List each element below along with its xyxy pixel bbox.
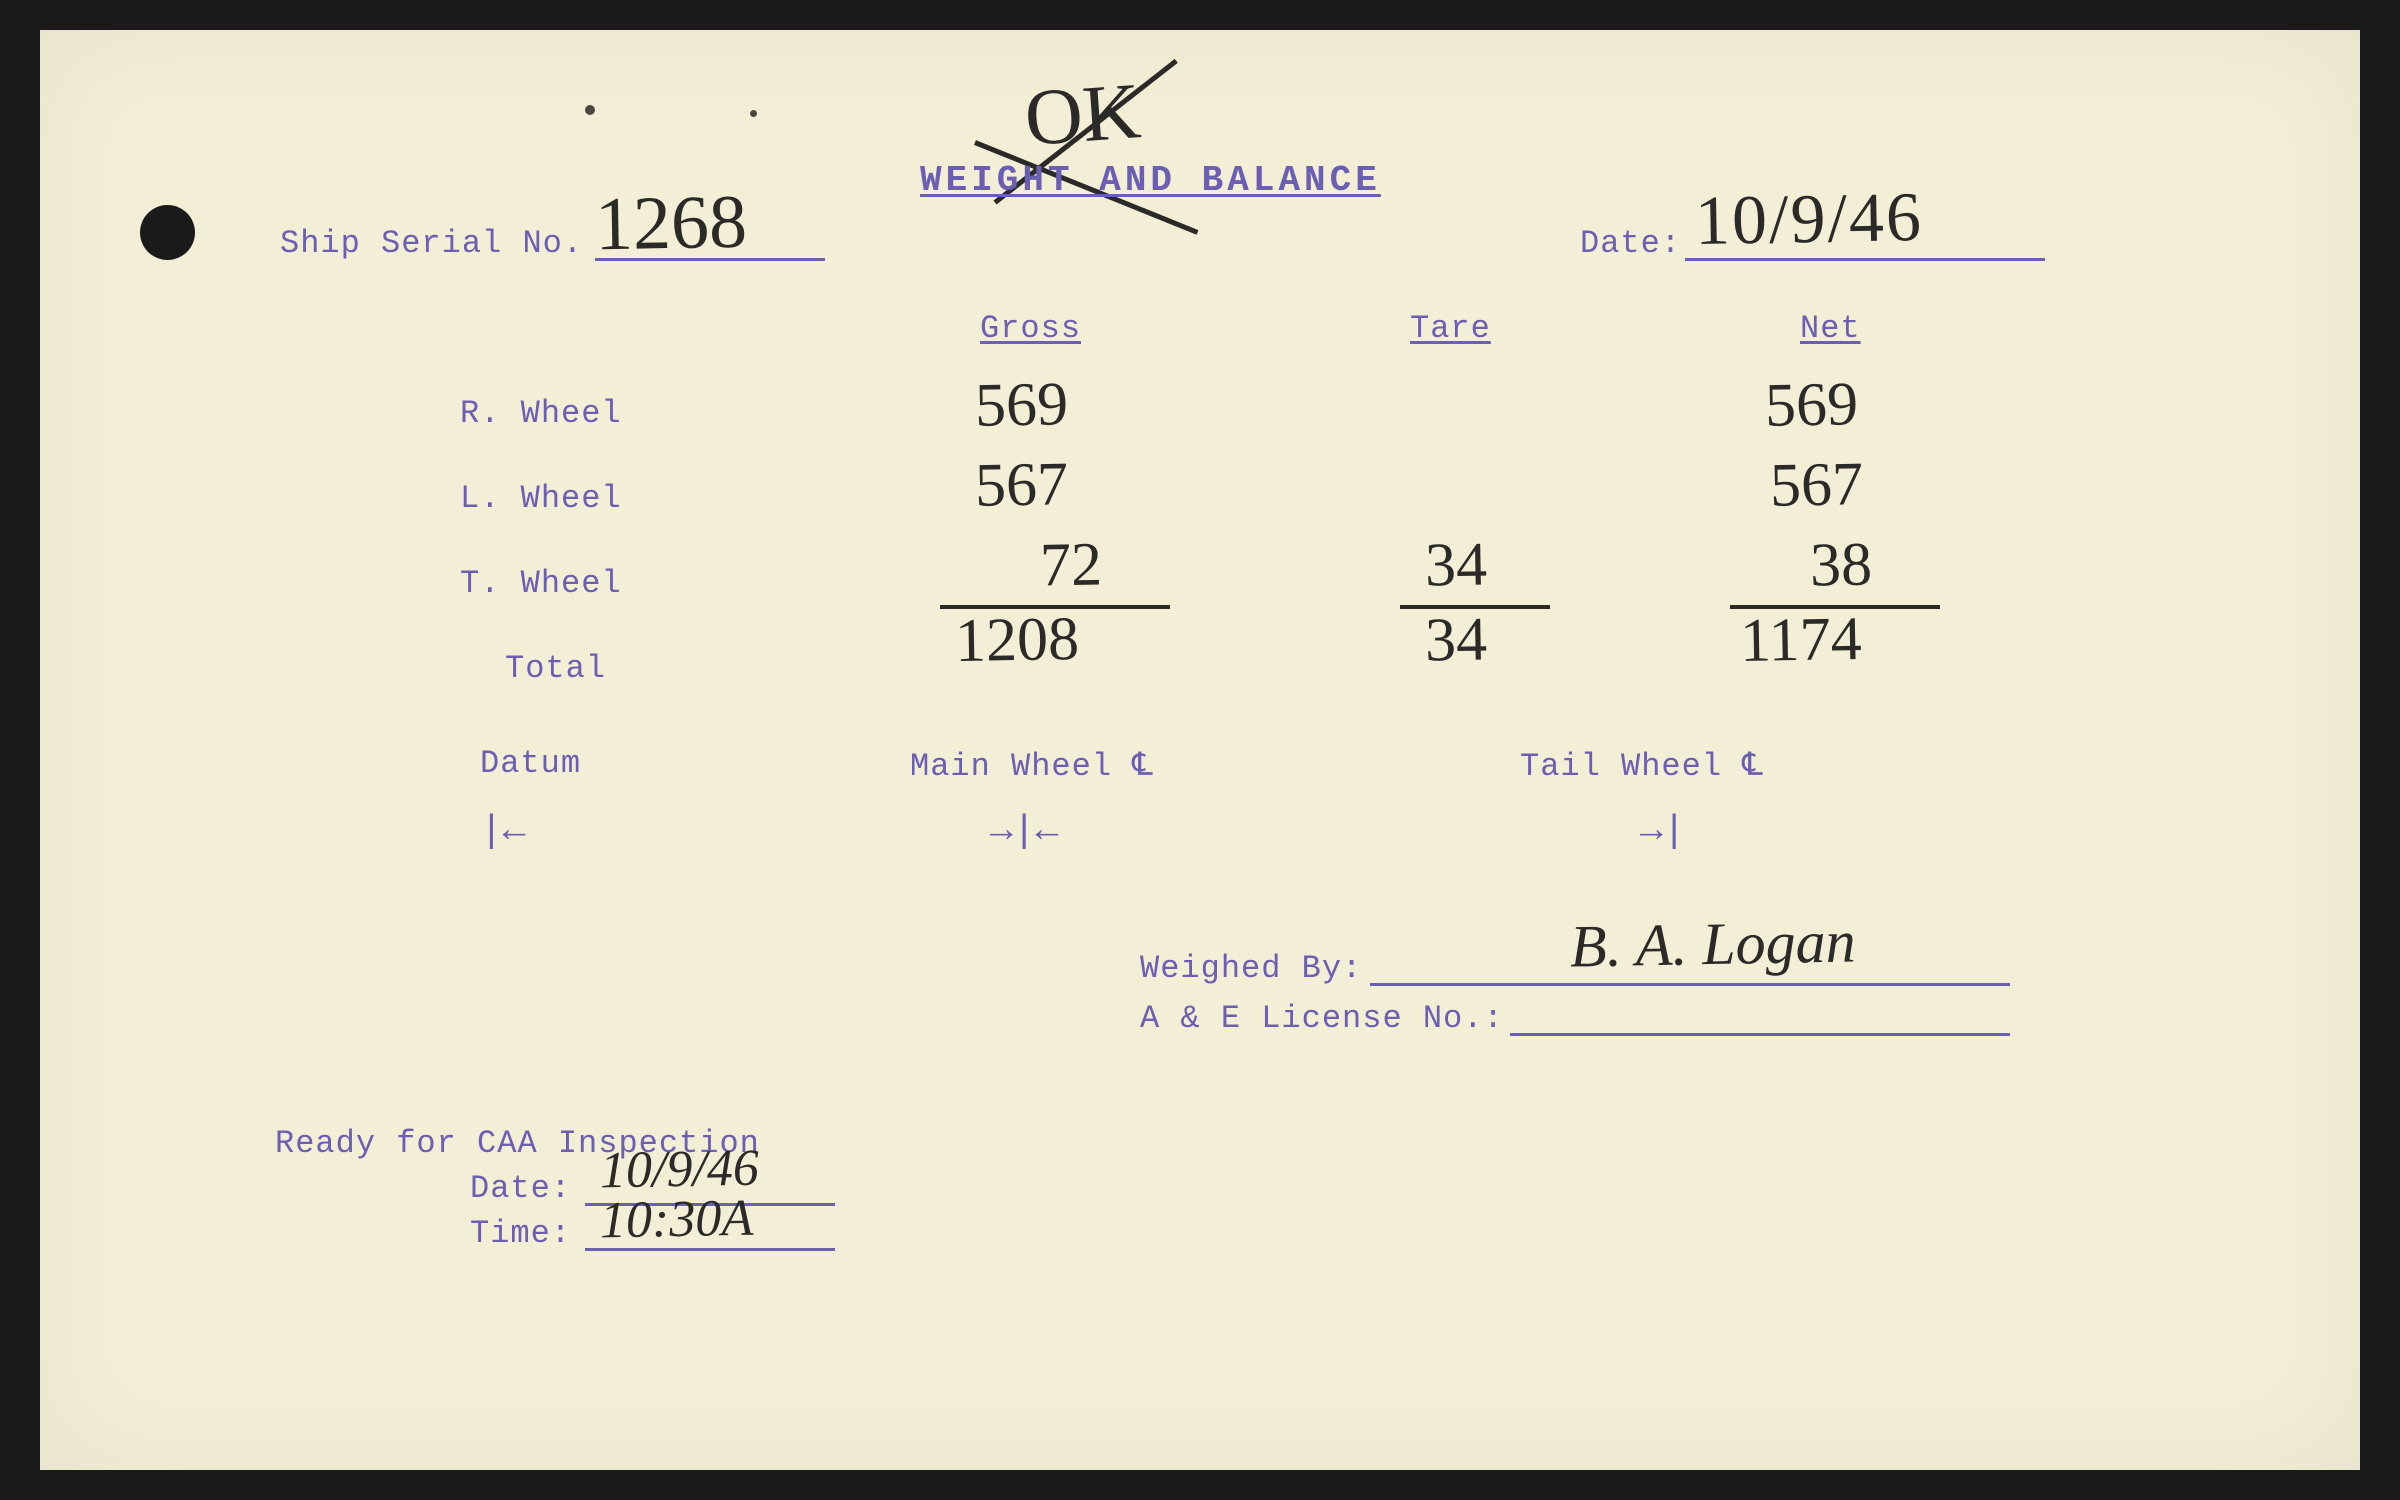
main-wheel-center-icon: →|←: [990, 810, 1058, 853]
gross-t: 72: [1039, 529, 1102, 601]
col-gross: Gross: [980, 310, 1081, 347]
tare-t: 34: [1424, 529, 1487, 601]
license-line: [1510, 1033, 2010, 1036]
net-total: 1174: [1739, 604, 1862, 677]
gross-l: 567: [974, 449, 1068, 522]
inspection-date-label: Date:: [470, 1170, 571, 1207]
license-label: A & E License No.:: [1140, 1000, 1504, 1037]
datum-label: Datum: [480, 745, 581, 782]
ship-serial-label: Ship Serial No.: [280, 225, 583, 262]
net-r: 569: [1764, 369, 1858, 442]
tare-total: 34: [1424, 604, 1487, 676]
document-card: OK WEIGHT AND BALANCE Ship Serial No. 12…: [40, 30, 2360, 1470]
ink-dot: [585, 105, 595, 115]
tail-wheel-label: Tail Wheel ℄: [1520, 745, 1764, 785]
inspection-time-label: Time:: [470, 1215, 571, 1252]
row-r-wheel: R. Wheel: [460, 395, 622, 432]
col-net: Net: [1800, 310, 1861, 347]
row-total: Total: [505, 650, 606, 687]
datum-arrow-icon: |←: [480, 810, 526, 853]
net-l: 567: [1769, 449, 1863, 522]
ok-text: OK: [1022, 66, 1144, 165]
row-l-wheel: L. Wheel: [460, 480, 622, 517]
weighed-by-line: [1370, 983, 2010, 986]
punch-hole: [140, 205, 195, 260]
col-tare: Tare: [1410, 310, 1491, 347]
ink-dot: [750, 110, 757, 117]
gross-total: 1208: [954, 604, 1079, 677]
row-t-wheel: T. Wheel: [460, 565, 622, 602]
tail-wheel-center-icon: →|: [1640, 810, 1686, 853]
weighed-by-label: Weighed By:: [1140, 950, 1362, 987]
gross-r: 569: [974, 369, 1068, 442]
date-value: 10/9/46: [1694, 178, 1923, 262]
inspection-time-value: 10:30A: [599, 1189, 753, 1251]
net-t: 38: [1809, 529, 1872, 601]
date-label: Date:: [1580, 225, 1681, 262]
main-wheel-label: Main Wheel ℄: [910, 745, 1154, 785]
ship-serial-value: 1268: [594, 179, 747, 269]
weighed-by-value: B. A. Logan: [1569, 908, 1856, 982]
form-title: WEIGHT AND BALANCE: [920, 160, 1381, 201]
